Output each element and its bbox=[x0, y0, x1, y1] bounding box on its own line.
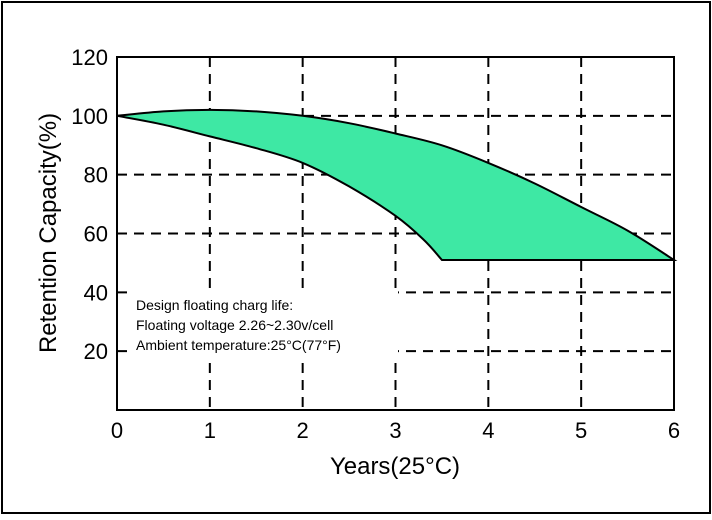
y-tick-label-120: 120 bbox=[71, 45, 108, 70]
y-tick-labels: 20 40 60 80 100 120 bbox=[71, 45, 108, 364]
x-tick-label-5: 5 bbox=[575, 418, 587, 443]
y-tick-label-60: 60 bbox=[84, 222, 108, 247]
x-tick-label-6: 6 bbox=[668, 418, 680, 443]
x-tick-label-3: 3 bbox=[389, 418, 401, 443]
annotation-line-2: Floating voltage 2.26~2.30v/cell bbox=[136, 317, 333, 333]
y-tick-label-100: 100 bbox=[71, 104, 108, 129]
annotation-line-1: Design floating charg life: bbox=[136, 297, 293, 313]
x-tick-labels: 0 1 2 3 4 5 6 bbox=[111, 418, 680, 443]
y-tick-label-40: 40 bbox=[84, 280, 108, 305]
capacity-band bbox=[116, 108, 678, 261]
x-axis-title: Years(25°C) bbox=[330, 453, 460, 480]
x-tick-label-0: 0 bbox=[111, 418, 123, 443]
y-tick-label-80: 80 bbox=[84, 163, 108, 188]
x-tick-label-1: 1 bbox=[204, 418, 216, 443]
x-tick-label-2: 2 bbox=[297, 418, 309, 443]
annotation-line-3: Ambient temperature:25°C(77°F) bbox=[136, 337, 341, 353]
y-tick-label-20: 20 bbox=[84, 339, 108, 364]
x-tick-label-4: 4 bbox=[482, 418, 494, 443]
annotation: Design floating charg life: Floating vol… bbox=[128, 290, 398, 360]
annotation-background bbox=[128, 290, 398, 360]
y-axis-title: Retention Capacity(%) bbox=[35, 113, 62, 353]
plot-area-border bbox=[116, 56, 675, 411]
